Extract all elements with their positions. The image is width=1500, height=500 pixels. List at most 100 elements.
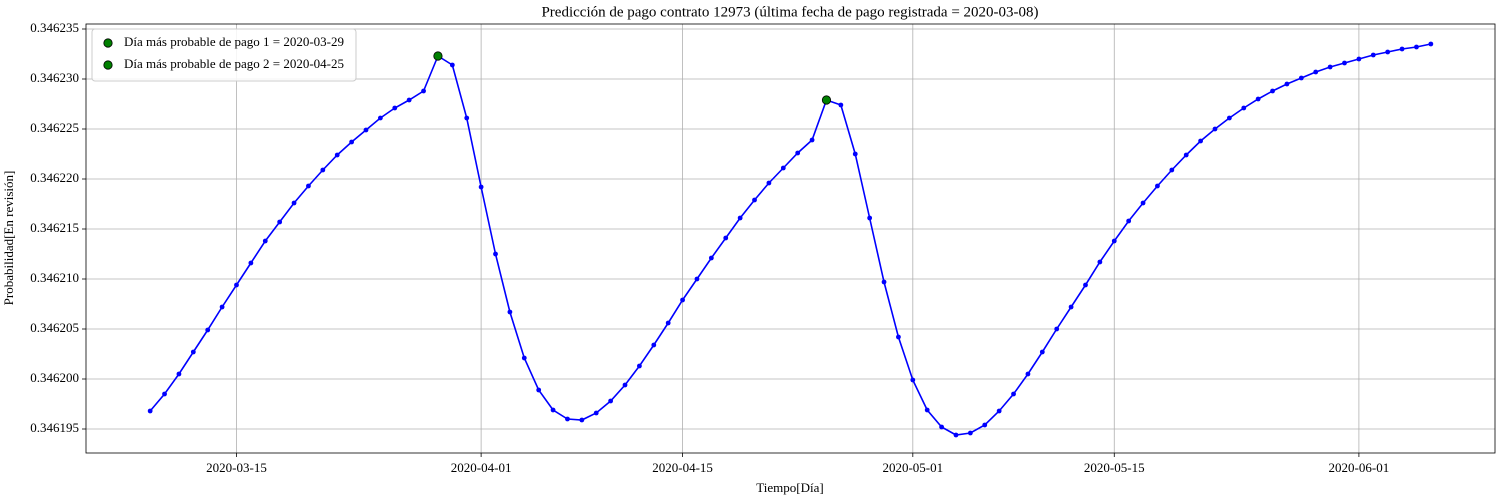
legend-label: Día más probable de pago 1 = 2020-03-29 bbox=[124, 34, 344, 49]
x-tick-label: 2020-05-01 bbox=[882, 460, 943, 475]
point bbox=[363, 127, 369, 133]
point bbox=[1111, 238, 1117, 244]
point bbox=[838, 102, 844, 108]
point bbox=[881, 279, 887, 285]
point bbox=[205, 327, 211, 333]
point bbox=[565, 416, 570, 422]
point bbox=[1370, 52, 1376, 58]
point bbox=[478, 184, 484, 190]
point bbox=[953, 432, 959, 438]
point bbox=[622, 382, 628, 388]
legend-box bbox=[91, 28, 357, 82]
point bbox=[1083, 282, 1088, 288]
legend-label: Día más probable de pago 2 = 2020-04-25 bbox=[124, 56, 344, 71]
point bbox=[680, 297, 685, 303]
point bbox=[306, 183, 311, 189]
point bbox=[1428, 41, 1434, 47]
point bbox=[924, 407, 930, 413]
point bbox=[579, 417, 585, 423]
point bbox=[1255, 96, 1261, 102]
x-tick-label: 2020-04-01 bbox=[451, 460, 512, 475]
point bbox=[147, 408, 153, 414]
point bbox=[1097, 259, 1103, 265]
y-tick-label: 0.346215 bbox=[30, 220, 79, 235]
y-tick-label: 0.346235 bbox=[30, 20, 79, 35]
legend-marker bbox=[103, 38, 113, 48]
point bbox=[1140, 200, 1146, 206]
point bbox=[1342, 60, 1347, 66]
point bbox=[464, 115, 470, 121]
point bbox=[694, 276, 700, 282]
point bbox=[1126, 218, 1132, 224]
y-tick-label: 0.346230 bbox=[30, 70, 79, 85]
point bbox=[176, 371, 182, 377]
point bbox=[1241, 105, 1247, 111]
point bbox=[1068, 304, 1074, 310]
point bbox=[162, 391, 167, 397]
point bbox=[637, 363, 642, 369]
point bbox=[377, 115, 383, 121]
point bbox=[665, 320, 671, 326]
x-tick-label: 2020-03-15 bbox=[206, 460, 267, 475]
point bbox=[521, 355, 527, 361]
point bbox=[1155, 183, 1160, 189]
y-tick-label: 0.346210 bbox=[30, 270, 79, 285]
y-tick-label: 0.346195 bbox=[30, 420, 79, 435]
y-tick-label: 0.346220 bbox=[30, 170, 79, 185]
point bbox=[651, 342, 657, 348]
point bbox=[1212, 126, 1218, 132]
point bbox=[1054, 326, 1060, 332]
point bbox=[1270, 88, 1275, 94]
series-line bbox=[149, 43, 1432, 436]
y-tick-label: 0.346225 bbox=[30, 120, 79, 135]
point bbox=[737, 215, 743, 221]
point bbox=[190, 349, 196, 355]
highlight-point bbox=[433, 51, 443, 61]
grid: 0.346195 0.346200 0.346205 0.346210 0.346215… bbox=[30, 20, 1495, 475]
point bbox=[1011, 391, 1016, 397]
x-tick-label: 2020-04-15 bbox=[652, 460, 713, 475]
point bbox=[939, 424, 944, 430]
point bbox=[809, 137, 815, 143]
point bbox=[1313, 69, 1319, 75]
x-tick-label: 2020-06-01 bbox=[1329, 460, 1390, 475]
point bbox=[421, 88, 426, 94]
point bbox=[1385, 49, 1391, 55]
point bbox=[334, 152, 340, 158]
legend: Día más probable de pago 1 = 2020-03-29 D… bbox=[91, 28, 357, 82]
plot-data bbox=[147, 41, 1434, 438]
point bbox=[262, 238, 268, 244]
point bbox=[349, 139, 355, 145]
point bbox=[1039, 349, 1045, 355]
point bbox=[795, 150, 801, 156]
point bbox=[1183, 152, 1189, 158]
point bbox=[1284, 81, 1290, 87]
point bbox=[982, 422, 988, 428]
point bbox=[608, 398, 614, 404]
point bbox=[1298, 75, 1304, 81]
point bbox=[910, 377, 916, 383]
point bbox=[1198, 138, 1204, 144]
plot-frame bbox=[85, 23, 1496, 454]
chart-title: Predicción de pago contrato 12973 (últim… bbox=[541, 4, 1038, 20]
point bbox=[852, 151, 858, 157]
point bbox=[996, 408, 1002, 414]
point bbox=[1025, 371, 1031, 377]
point bbox=[277, 219, 283, 225]
point bbox=[780, 165, 786, 171]
point bbox=[593, 410, 599, 416]
point bbox=[219, 304, 225, 310]
point bbox=[536, 387, 542, 393]
point bbox=[406, 97, 412, 103]
point bbox=[1226, 115, 1232, 121]
point bbox=[392, 105, 398, 111]
y-tick-label: 0.346205 bbox=[30, 320, 79, 335]
point bbox=[1399, 46, 1405, 52]
legend-marker bbox=[103, 60, 113, 70]
highlight-point bbox=[821, 95, 832, 105]
point bbox=[1356, 56, 1362, 62]
point bbox=[507, 309, 513, 315]
point bbox=[449, 62, 455, 68]
point bbox=[896, 334, 901, 340]
